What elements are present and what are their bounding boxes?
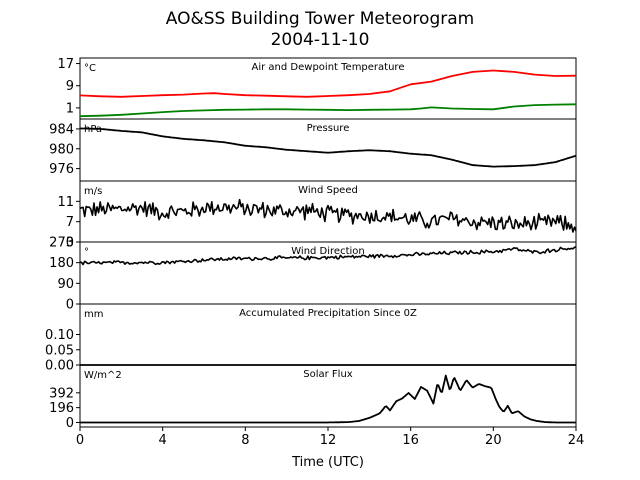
panel-2: 11 7 3 m/s Wind Speed	[57, 180, 577, 251]
panel-unit: °C	[84, 63, 96, 74]
panel-title: Wind Speed	[298, 185, 358, 196]
x-tick-label: 12	[320, 433, 337, 448]
x-tick-label: 20	[485, 433, 502, 448]
x-tick-label: 4	[159, 433, 167, 448]
x-tick-label: 0	[76, 433, 84, 448]
y-tick-label: 180	[49, 256, 74, 271]
panel-3: 270 180 90 0 ° Wind Direction	[49, 236, 577, 313]
panel-title: Accumulated Precipitation Since 0Z	[239, 308, 417, 319]
y-tick-label: 7	[66, 215, 74, 230]
y-tick-label: 90	[57, 277, 74, 292]
series-line-0-1	[79, 103, 577, 118]
y-tick-label: 984	[49, 122, 74, 137]
x-axis-label: Time (UTC)	[291, 455, 364, 470]
panel-title: Air and Dewpoint Temperature	[252, 62, 405, 73]
x-tick-label: 8	[241, 433, 249, 448]
y-tick-label: 0.00	[45, 359, 74, 374]
panel-0: 17 9 1 °C Air and Dewpoint Temperature	[57, 57, 577, 120]
y-tick-label: 1	[66, 101, 74, 116]
panel-unit: m/s	[84, 186, 102, 197]
series-line-0-0	[79, 69, 577, 98]
y-tick-label: 0.10	[45, 328, 74, 343]
series-line-2-0	[79, 198, 577, 233]
chart-subtitle: 2004-11-10	[271, 30, 370, 50]
x-tick-label: 16	[402, 433, 419, 448]
panel-unit: °	[84, 247, 89, 258]
chart-title: AO&SS Building Tower Meteorogram	[166, 9, 474, 29]
y-tick-label: 0.05	[45, 343, 74, 358]
y-tick-label: 17	[57, 57, 74, 72]
panel-4: 0.100.050.00 mm Accumulated Precipitation …	[45, 303, 577, 374]
y-tick-label: 976	[49, 162, 74, 177]
series-line-1-0	[79, 127, 577, 168]
series-line-3-0	[80, 246, 577, 266]
panel-title: Wind Direction	[291, 246, 365, 257]
panel-title: Solar Flux	[303, 369, 353, 380]
y-tick-label: 0	[66, 298, 74, 313]
panel-title: Pressure	[307, 123, 350, 134]
y-tick-label: 9	[66, 79, 74, 94]
panel-unit: mm	[84, 309, 103, 320]
y-tick-label: 11	[57, 195, 74, 210]
y-tick-label: 3	[66, 236, 74, 251]
x-tick-label: 24	[568, 433, 585, 448]
y-tick-label: 980	[49, 142, 74, 157]
panel-unit: W/m^2	[84, 370, 122, 381]
y-tick-label: 0	[66, 416, 74, 431]
y-tick-label: 196	[49, 401, 74, 416]
y-tick-label: 392	[49, 386, 74, 401]
series-line-5-0	[80, 374, 576, 424]
y-tick-label: 270	[49, 236, 74, 251]
